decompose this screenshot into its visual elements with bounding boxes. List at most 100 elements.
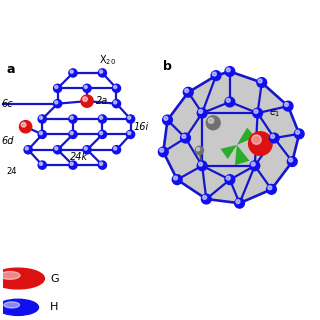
Circle shape: [39, 162, 43, 165]
Circle shape: [257, 78, 267, 87]
Text: b: b: [163, 60, 172, 73]
Circle shape: [253, 108, 262, 118]
Text: H: H: [50, 302, 59, 312]
Circle shape: [98, 115, 107, 123]
Circle shape: [197, 161, 207, 171]
Circle shape: [21, 123, 26, 127]
Circle shape: [114, 101, 117, 104]
Circle shape: [100, 70, 103, 73]
Circle shape: [0, 299, 38, 316]
Circle shape: [287, 157, 297, 166]
Circle shape: [269, 133, 279, 143]
Text: 24k: 24k: [70, 152, 89, 163]
Circle shape: [174, 176, 178, 180]
Circle shape: [252, 135, 261, 144]
Circle shape: [69, 115, 77, 123]
Text: $e_1$: $e_1$: [269, 107, 280, 119]
Circle shape: [226, 176, 230, 180]
Circle shape: [206, 116, 220, 130]
Circle shape: [55, 101, 58, 104]
Text: 2a: 2a: [96, 96, 108, 106]
Circle shape: [251, 162, 255, 166]
Text: 16i: 16i: [133, 122, 148, 132]
Circle shape: [163, 115, 172, 125]
Text: G: G: [50, 274, 59, 284]
Circle shape: [267, 184, 276, 194]
Circle shape: [225, 97, 235, 107]
Circle shape: [126, 130, 135, 139]
Circle shape: [98, 161, 107, 169]
Circle shape: [180, 133, 190, 143]
Circle shape: [208, 118, 214, 123]
Circle shape: [268, 186, 272, 190]
Circle shape: [55, 147, 58, 150]
Circle shape: [258, 79, 262, 83]
Circle shape: [185, 89, 188, 92]
Circle shape: [39, 132, 43, 135]
Circle shape: [212, 72, 216, 76]
Circle shape: [158, 147, 168, 157]
Circle shape: [114, 147, 117, 150]
Circle shape: [203, 196, 207, 199]
Circle shape: [25, 147, 28, 150]
Circle shape: [55, 85, 58, 89]
Circle shape: [160, 148, 164, 152]
Circle shape: [289, 158, 292, 162]
Circle shape: [24, 146, 32, 154]
Circle shape: [70, 116, 73, 119]
Circle shape: [128, 132, 131, 135]
Circle shape: [98, 130, 107, 139]
Circle shape: [53, 84, 62, 92]
Circle shape: [201, 194, 211, 204]
Circle shape: [100, 116, 103, 119]
Circle shape: [249, 132, 272, 155]
Circle shape: [38, 115, 46, 123]
Circle shape: [100, 162, 103, 165]
Circle shape: [69, 161, 77, 169]
Circle shape: [235, 198, 244, 208]
Circle shape: [182, 134, 186, 138]
Circle shape: [197, 108, 207, 118]
Circle shape: [128, 116, 131, 119]
Circle shape: [38, 161, 46, 169]
Polygon shape: [220, 145, 237, 159]
Circle shape: [83, 84, 91, 92]
Circle shape: [172, 175, 182, 185]
Circle shape: [4, 302, 20, 308]
Circle shape: [81, 95, 93, 107]
Circle shape: [296, 130, 300, 134]
Text: 6d: 6d: [1, 136, 14, 146]
Circle shape: [39, 116, 43, 119]
Circle shape: [100, 132, 103, 135]
Circle shape: [254, 109, 258, 113]
Circle shape: [70, 162, 73, 165]
Circle shape: [126, 115, 135, 123]
Circle shape: [53, 100, 62, 108]
Polygon shape: [237, 128, 255, 145]
Circle shape: [226, 68, 230, 72]
Polygon shape: [235, 145, 250, 165]
Circle shape: [283, 101, 293, 111]
Circle shape: [250, 161, 260, 171]
Circle shape: [199, 162, 203, 166]
Polygon shape: [163, 71, 299, 203]
Circle shape: [196, 148, 200, 151]
Text: 24: 24: [6, 167, 17, 176]
Circle shape: [225, 175, 235, 185]
Circle shape: [84, 85, 87, 89]
Circle shape: [195, 146, 204, 155]
Circle shape: [271, 134, 275, 138]
Circle shape: [70, 132, 73, 135]
Circle shape: [53, 146, 62, 154]
Circle shape: [164, 116, 168, 120]
Circle shape: [112, 84, 121, 92]
Circle shape: [112, 146, 121, 154]
Circle shape: [226, 99, 230, 102]
Circle shape: [69, 69, 77, 77]
Text: X$_{20}$: X$_{20}$: [99, 53, 116, 67]
Circle shape: [112, 100, 121, 108]
Circle shape: [211, 71, 221, 81]
Text: a: a: [6, 63, 15, 76]
Circle shape: [38, 130, 46, 139]
Circle shape: [84, 147, 87, 150]
